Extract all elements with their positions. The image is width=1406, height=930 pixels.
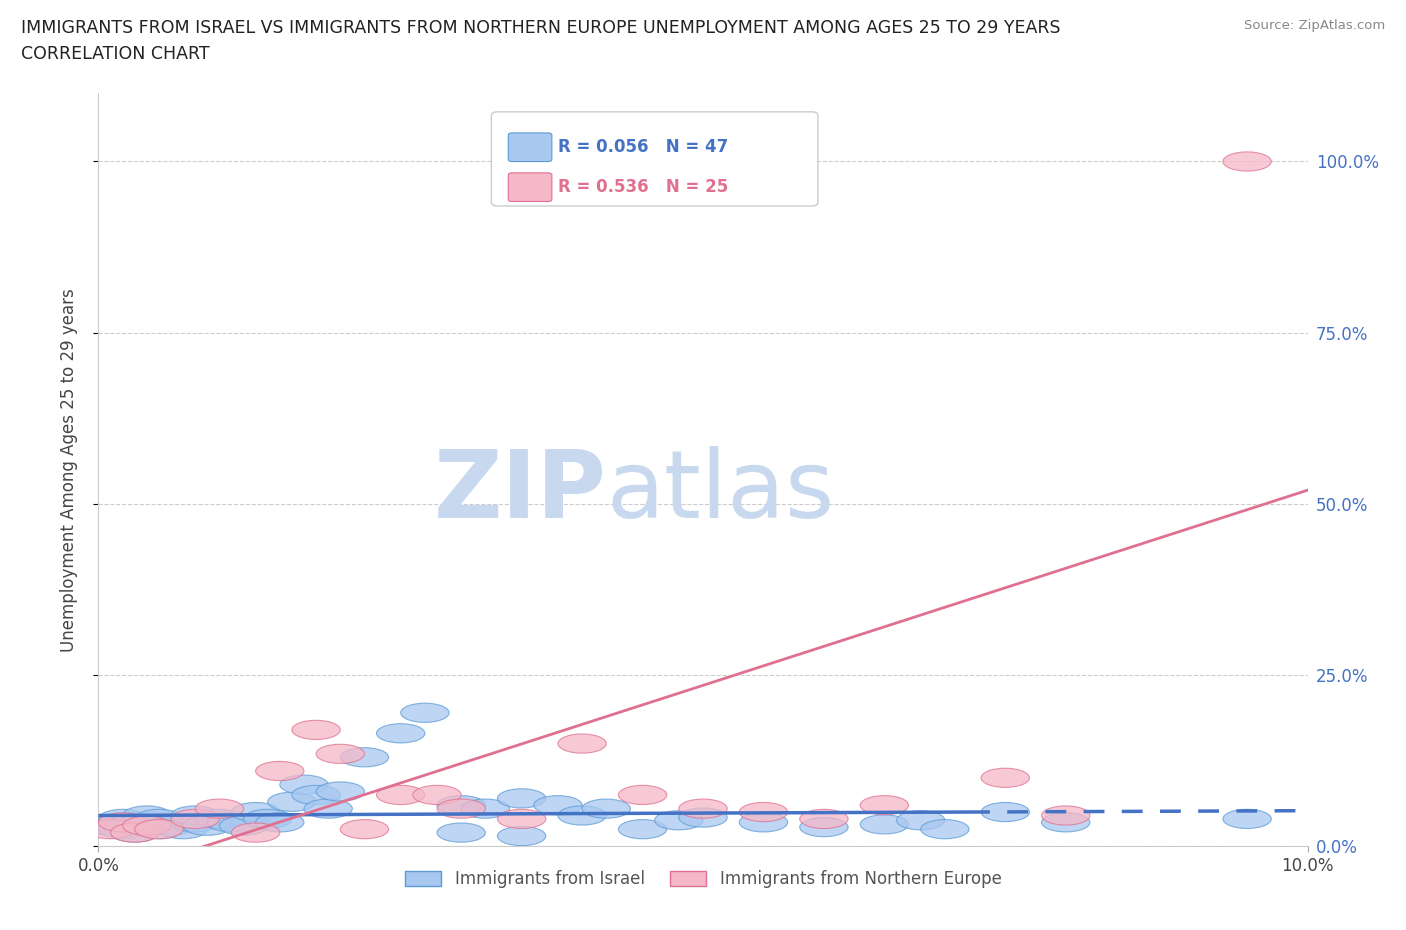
Ellipse shape <box>897 811 945 830</box>
Text: ZIP: ZIP <box>433 446 606 538</box>
Ellipse shape <box>1223 809 1271 829</box>
Text: atlas: atlas <box>606 446 835 538</box>
Ellipse shape <box>316 782 364 801</box>
Text: R = 0.056   N = 47: R = 0.056 N = 47 <box>558 139 728 156</box>
Ellipse shape <box>98 819 146 839</box>
Ellipse shape <box>111 823 159 843</box>
Ellipse shape <box>534 796 582 815</box>
Ellipse shape <box>498 827 546 845</box>
Ellipse shape <box>981 803 1029 821</box>
Ellipse shape <box>122 806 172 825</box>
Ellipse shape <box>292 721 340 739</box>
Ellipse shape <box>740 803 787 821</box>
Ellipse shape <box>800 809 848 829</box>
Ellipse shape <box>111 813 159 832</box>
Text: CORRELATION CHART: CORRELATION CHART <box>21 45 209 62</box>
Ellipse shape <box>1042 806 1090 825</box>
Ellipse shape <box>232 803 280 821</box>
Ellipse shape <box>619 819 666 839</box>
Ellipse shape <box>98 813 146 832</box>
Ellipse shape <box>172 806 219 825</box>
Ellipse shape <box>316 744 364 764</box>
Ellipse shape <box>860 796 908 815</box>
FancyBboxPatch shape <box>509 173 551 202</box>
Ellipse shape <box>256 762 304 780</box>
Ellipse shape <box>292 785 340 804</box>
Ellipse shape <box>437 796 485 815</box>
Ellipse shape <box>135 819 183 839</box>
Ellipse shape <box>146 817 195 835</box>
Ellipse shape <box>921 819 969 839</box>
Legend: Immigrants from Israel, Immigrants from Northern Europe: Immigrants from Israel, Immigrants from … <box>398 863 1008 895</box>
Ellipse shape <box>981 768 1029 788</box>
Ellipse shape <box>1223 152 1271 171</box>
FancyBboxPatch shape <box>509 133 551 162</box>
Ellipse shape <box>207 813 256 832</box>
Ellipse shape <box>740 813 787 832</box>
Y-axis label: Unemployment Among Ages 25 to 29 years: Unemployment Among Ages 25 to 29 years <box>59 287 77 652</box>
Ellipse shape <box>219 817 267 835</box>
Ellipse shape <box>679 808 727 827</box>
Ellipse shape <box>86 819 135 839</box>
Ellipse shape <box>860 815 908 834</box>
Ellipse shape <box>558 806 606 825</box>
Ellipse shape <box>232 823 280 843</box>
Ellipse shape <box>401 703 449 723</box>
Ellipse shape <box>159 819 207 839</box>
Ellipse shape <box>172 809 219 829</box>
Ellipse shape <box>582 799 630 818</box>
Ellipse shape <box>461 799 509 818</box>
Ellipse shape <box>122 817 172 835</box>
Ellipse shape <box>135 819 183 839</box>
Ellipse shape <box>413 785 461 804</box>
FancyBboxPatch shape <box>492 112 818 206</box>
Ellipse shape <box>183 817 232 835</box>
Ellipse shape <box>243 809 292 829</box>
Ellipse shape <box>340 748 388 767</box>
Ellipse shape <box>195 809 243 829</box>
Ellipse shape <box>1042 813 1090 832</box>
Ellipse shape <box>619 785 666 804</box>
Ellipse shape <box>377 785 425 804</box>
Ellipse shape <box>437 799 485 818</box>
Text: Source: ZipAtlas.com: Source: ZipAtlas.com <box>1244 19 1385 32</box>
Ellipse shape <box>498 809 546 829</box>
Ellipse shape <box>267 792 316 811</box>
Ellipse shape <box>122 817 172 835</box>
Ellipse shape <box>135 809 183 829</box>
Ellipse shape <box>86 817 135 835</box>
Ellipse shape <box>280 775 328 794</box>
Text: IMMIGRANTS FROM ISRAEL VS IMMIGRANTS FROM NORTHERN EUROPE UNEMPLOYMENT AMONG AGE: IMMIGRANTS FROM ISRAEL VS IMMIGRANTS FRO… <box>21 19 1060 36</box>
Ellipse shape <box>340 819 388 839</box>
Ellipse shape <box>498 789 546 808</box>
Ellipse shape <box>256 813 304 832</box>
Ellipse shape <box>304 799 353 818</box>
Ellipse shape <box>98 809 146 829</box>
Ellipse shape <box>111 823 159 843</box>
Ellipse shape <box>437 823 485 843</box>
Text: R = 0.536   N = 25: R = 0.536 N = 25 <box>558 179 728 196</box>
Ellipse shape <box>655 811 703 830</box>
Ellipse shape <box>195 799 243 818</box>
Ellipse shape <box>172 813 219 832</box>
Ellipse shape <box>558 734 606 753</box>
Ellipse shape <box>679 799 727 818</box>
Ellipse shape <box>377 724 425 743</box>
Ellipse shape <box>800 817 848 837</box>
